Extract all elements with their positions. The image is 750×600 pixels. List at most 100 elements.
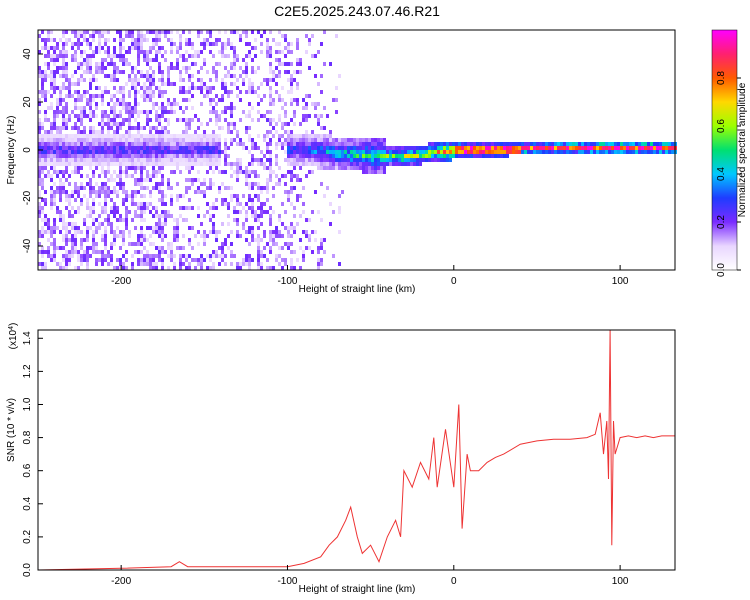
- heatmap-cell: [230, 262, 233, 266]
- heatmap-cell: [218, 138, 221, 142]
- heatmap-cell: [47, 246, 50, 250]
- heatmap-cell: [617, 146, 620, 150]
- heatmap-cell: [164, 202, 167, 206]
- heatmap-cell: [515, 146, 518, 150]
- heatmap-cell: [308, 142, 311, 146]
- heatmap-cell: [179, 154, 182, 158]
- heatmap-cell: [170, 30, 173, 34]
- heatmap-cell: [296, 42, 299, 46]
- heatmap-cell: [59, 178, 62, 182]
- heatmap-cell: [317, 262, 320, 266]
- heatmap-cell: [89, 178, 92, 182]
- heatmap-cell: [320, 262, 323, 266]
- heatmap-cell: [149, 98, 152, 102]
- heatmap-cell: [356, 158, 359, 162]
- colorbar: 0.00.20.40.60.8 Normalized spectral ampl…: [711, 29, 748, 277]
- heatmap-cell: [86, 114, 89, 118]
- heatmap-cell: [110, 242, 113, 246]
- heatmap-cell: [188, 262, 191, 266]
- heatmap-cell: [239, 98, 242, 102]
- heatmap-cell: [53, 138, 56, 142]
- heatmap-cell: [278, 182, 281, 186]
- heatmap-cell: [296, 194, 299, 198]
- heatmap-cell: [494, 146, 497, 150]
- heatmap-cell: [113, 130, 116, 134]
- heatmap-cell: [149, 142, 152, 146]
- heatmap-cell: [218, 254, 221, 258]
- heatmap-cell: [206, 154, 209, 158]
- heatmap-x-tick-label: 0: [451, 276, 457, 287]
- heatmap-cell: [428, 158, 431, 162]
- heatmap-cell: [647, 146, 650, 150]
- heatmap-cell: [317, 138, 320, 142]
- heatmap-cell: [197, 30, 200, 34]
- heatmap-cell: [404, 146, 407, 150]
- heatmap-cell: [161, 214, 164, 218]
- heatmap-cell: [173, 238, 176, 242]
- snr-panel: -200 -100 0 100 0.00.20.40.60.81.01.21.4 He…: [6, 323, 676, 595]
- heatmap-cell: [146, 154, 149, 158]
- heatmap-cell: [119, 86, 122, 90]
- heatmap-cell: [260, 98, 263, 102]
- heatmap-cell: [323, 142, 326, 146]
- heatmap-cell: [77, 94, 80, 98]
- heatmap-cell: [167, 98, 170, 102]
- heatmap-cell: [335, 158, 338, 162]
- heatmap-cell: [119, 42, 122, 46]
- heatmap-cell: [197, 150, 200, 154]
- heatmap-cell: [191, 206, 194, 210]
- heatmap-cell: [65, 162, 68, 166]
- heatmap-cell: [380, 138, 383, 142]
- heatmap-cell: [146, 138, 149, 142]
- heatmap-cell: [125, 50, 128, 54]
- heatmap-cell: [176, 50, 179, 54]
- heatmap-cell: [47, 54, 50, 58]
- heatmap-cell: [305, 146, 308, 150]
- heatmap-cell: [320, 134, 323, 138]
- heatmap-cell: [59, 110, 62, 114]
- heatmap-cell: [287, 142, 290, 146]
- heatmap-cell: [92, 114, 95, 118]
- heatmap-cell: [200, 234, 203, 238]
- heatmap-cell: [299, 138, 302, 142]
- heatmap-cell: [44, 98, 47, 102]
- heatmap-cell: [395, 146, 398, 150]
- heatmap-cell: [263, 230, 266, 234]
- heatmap-cell: [101, 154, 104, 158]
- heatmap-cell: [224, 158, 227, 162]
- heatmap-cell: [101, 206, 104, 210]
- heatmap-cell: [182, 90, 185, 94]
- heatmap-cell: [104, 230, 107, 234]
- heatmap-cell: [656, 142, 659, 146]
- heatmap-cell: [263, 134, 266, 138]
- heatmap-cell: [38, 194, 41, 198]
- heatmap-cell: [161, 258, 164, 262]
- heatmap-cell: [41, 254, 44, 258]
- heatmap-cell: [125, 154, 128, 158]
- heatmap-cell: [251, 214, 254, 218]
- heatmap-cell: [86, 70, 89, 74]
- heatmap-cell: [50, 70, 53, 74]
- heatmap-cell: [215, 102, 218, 106]
- heatmap-cell: [53, 50, 56, 54]
- heatmap-cell: [191, 258, 194, 262]
- heatmap-cell: [59, 94, 62, 98]
- heatmap-cell: [50, 74, 53, 78]
- heatmap-cell: [158, 50, 161, 54]
- heatmap-cell: [152, 94, 155, 98]
- heatmap-cell: [275, 50, 278, 54]
- heatmap-cell: [251, 206, 254, 210]
- heatmap-cell: [215, 234, 218, 238]
- heatmap-cell: [38, 118, 41, 122]
- heatmap-cell: [56, 146, 59, 150]
- heatmap-cell: [251, 146, 254, 150]
- heatmap-cell: [257, 162, 260, 166]
- heatmap-cell: [140, 50, 143, 54]
- heatmap-cell: [146, 178, 149, 182]
- heatmap-cell: [50, 190, 53, 194]
- heatmap-cell: [371, 154, 374, 158]
- heatmap-cell: [299, 162, 302, 166]
- heatmap-cell: [158, 106, 161, 110]
- heatmap-cell: [281, 246, 284, 250]
- heatmap-cell: [188, 38, 191, 42]
